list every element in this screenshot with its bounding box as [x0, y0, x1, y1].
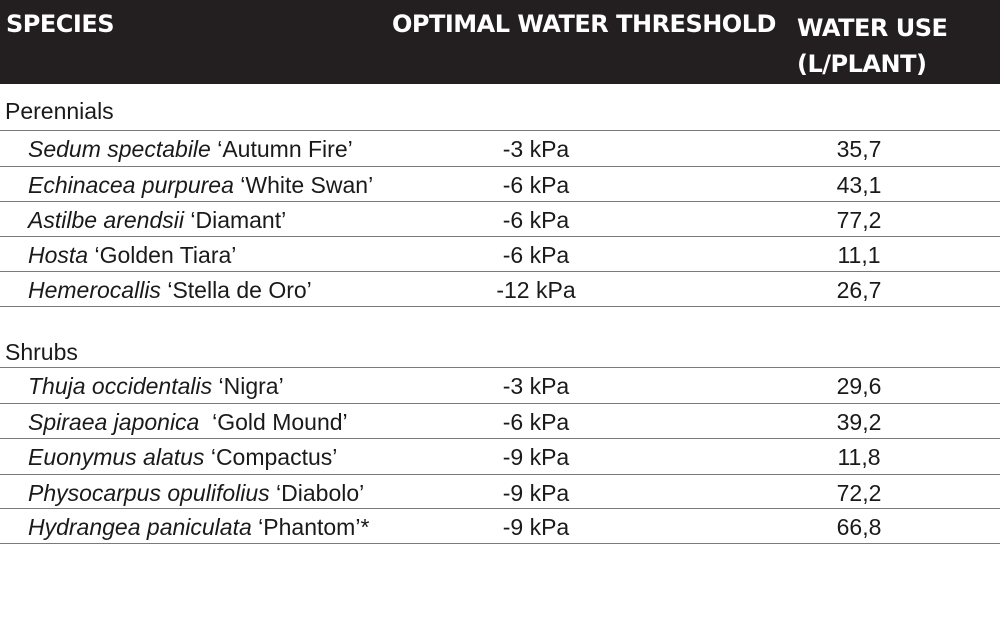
species-genus: Astilbe arendsii	[28, 207, 184, 233]
threshold-cell: -12 kPa	[496, 277, 576, 303]
species-cell: Echinacea purpurea ‘White Swan’	[28, 172, 373, 199]
threshold-cell: -9 kPa	[502, 514, 570, 540]
table-row: Hemerocallis ‘Stella de Oro’ -12 kPa 26,…	[0, 273, 1000, 307]
species-genus: Hydrangea paniculata	[28, 514, 252, 540]
species-cultivar: ‘White Swan’	[233, 172, 374, 198]
species-genus: Euonymus alatus	[28, 444, 205, 470]
row-divider	[0, 403, 1000, 404]
water-use-cell: 35,7	[836, 136, 882, 162]
water-use-cell: 11,1	[837, 242, 881, 268]
species-cultivar: ‘Stella de Oro’	[160, 277, 312, 303]
species-genus: Hosta	[28, 242, 89, 268]
table-row: Hosta ‘Golden Tiara’ -6 kPa 11,1	[0, 238, 1000, 272]
row-divider	[0, 474, 1000, 475]
row-divider	[0, 130, 1000, 131]
species-cell: Hydrangea paniculata ‘Phantom’*	[28, 514, 369, 541]
row-divider	[0, 306, 1000, 307]
species-genus: Physocarpus opulifolius	[28, 480, 270, 506]
header-threshold: OPTIMAL WATER THRESHOLD	[392, 10, 776, 38]
species-cell: Hosta ‘Golden Tiara’	[28, 242, 236, 269]
table-row: Thuja occidentalis ‘Nigra’ -3 kPa 29,6	[0, 369, 1000, 403]
species-cultivar: ‘Golden Tiara’	[88, 242, 237, 268]
table-row: Spiraea japonica ‘Gold Mound’ -6 kPa 39,…	[0, 405, 1000, 439]
water-use-cell: 29,6	[836, 373, 882, 399]
section-title-shrubs: Shrubs	[5, 339, 78, 365]
species-cultivar: ‘Diabolo’	[269, 480, 365, 506]
species-cell: Astilbe arendsii ‘Diamant’	[28, 207, 286, 234]
row-divider	[0, 508, 1000, 509]
header-water-use-line2: (L/PLANT)	[797, 50, 927, 78]
row-divider	[0, 271, 1000, 272]
row-divider	[0, 367, 1000, 368]
table-row: Sedum spectabile ‘Autumn Fire’ -3 kPa 35…	[0, 132, 1000, 166]
row-divider	[0, 166, 1000, 167]
table-row: Physocarpus opulifolius ‘Diabolo’ -9 kPa…	[0, 476, 1000, 510]
species-cultivar: ‘Nigra’	[212, 373, 284, 399]
header-species: SPECIES	[6, 10, 115, 38]
species-cultivar: ‘Autumn Fire’	[210, 136, 353, 162]
threshold-cell: -3 kPa	[502, 136, 570, 162]
table-row: Euonymus alatus ‘Compactus’ -9 kPa 11,8	[0, 440, 1000, 474]
table-row: Astilbe arendsii ‘Diamant’ -6 kPa 77,2	[0, 203, 1000, 237]
water-use-cell: 26,7	[836, 277, 882, 303]
species-cell: Hemerocallis ‘Stella de Oro’	[28, 277, 312, 304]
header-water-use: WATER USE (L/PLANT)	[797, 10, 948, 82]
table-row: Echinacea purpurea ‘White Swan’ -6 kPa 4…	[0, 168, 1000, 202]
threshold-cell: -6 kPa	[502, 207, 570, 233]
threshold-cell: -6 kPa	[502, 409, 570, 435]
water-use-cell: 39,2	[836, 409, 882, 435]
species-cell: Euonymus alatus ‘Compactus’	[28, 444, 337, 471]
species-cell: Sedum spectabile ‘Autumn Fire’	[28, 136, 353, 163]
threshold-cell: -3 kPa	[502, 373, 570, 399]
species-genus: Hemerocallis	[28, 277, 161, 303]
species-genus: Sedum spectabile	[28, 136, 211, 162]
header-water-use-line1: WATER USE	[797, 14, 948, 42]
species-cell: Spiraea japonica ‘Gold Mound’	[28, 409, 348, 436]
water-use-cell: 77,2	[836, 207, 882, 233]
species-cultivar: ‘Diamant’	[183, 207, 287, 233]
species-cultivar: ‘Phantom’*	[251, 514, 370, 540]
water-use-cell: 43,1	[836, 172, 882, 198]
species-cell: Physocarpus opulifolius ‘Diabolo’	[28, 480, 364, 507]
row-divider	[0, 543, 1000, 544]
species-cell: Thuja occidentalis ‘Nigra’	[28, 373, 284, 400]
table-row: Hydrangea paniculata ‘Phantom’* -9 kPa 6…	[0, 510, 1000, 544]
row-divider	[0, 438, 1000, 439]
water-use-cell: 11,8	[837, 444, 881, 470]
section-title-perennials: Perennials	[5, 98, 114, 124]
species-cultivar: ‘Gold Mound’	[199, 409, 348, 435]
threshold-cell: -9 kPa	[502, 444, 570, 470]
water-use-cell: 66,8	[836, 514, 882, 540]
row-divider	[0, 201, 1000, 202]
species-genus: Thuja occidentalis	[28, 373, 213, 399]
table-header: SPECIES OPTIMAL WATER THRESHOLD WATER US…	[0, 0, 1000, 84]
row-divider	[0, 236, 1000, 237]
water-use-cell: 72,2	[836, 480, 882, 506]
threshold-cell: -6 kPa	[502, 242, 570, 268]
species-genus: Echinacea purpurea	[28, 172, 234, 198]
threshold-cell: -9 kPa	[502, 480, 570, 506]
species-genus: Spiraea japonica	[28, 409, 200, 435]
threshold-cell: -6 kPa	[502, 172, 570, 198]
species-cultivar: ‘Compactus’	[204, 444, 338, 470]
